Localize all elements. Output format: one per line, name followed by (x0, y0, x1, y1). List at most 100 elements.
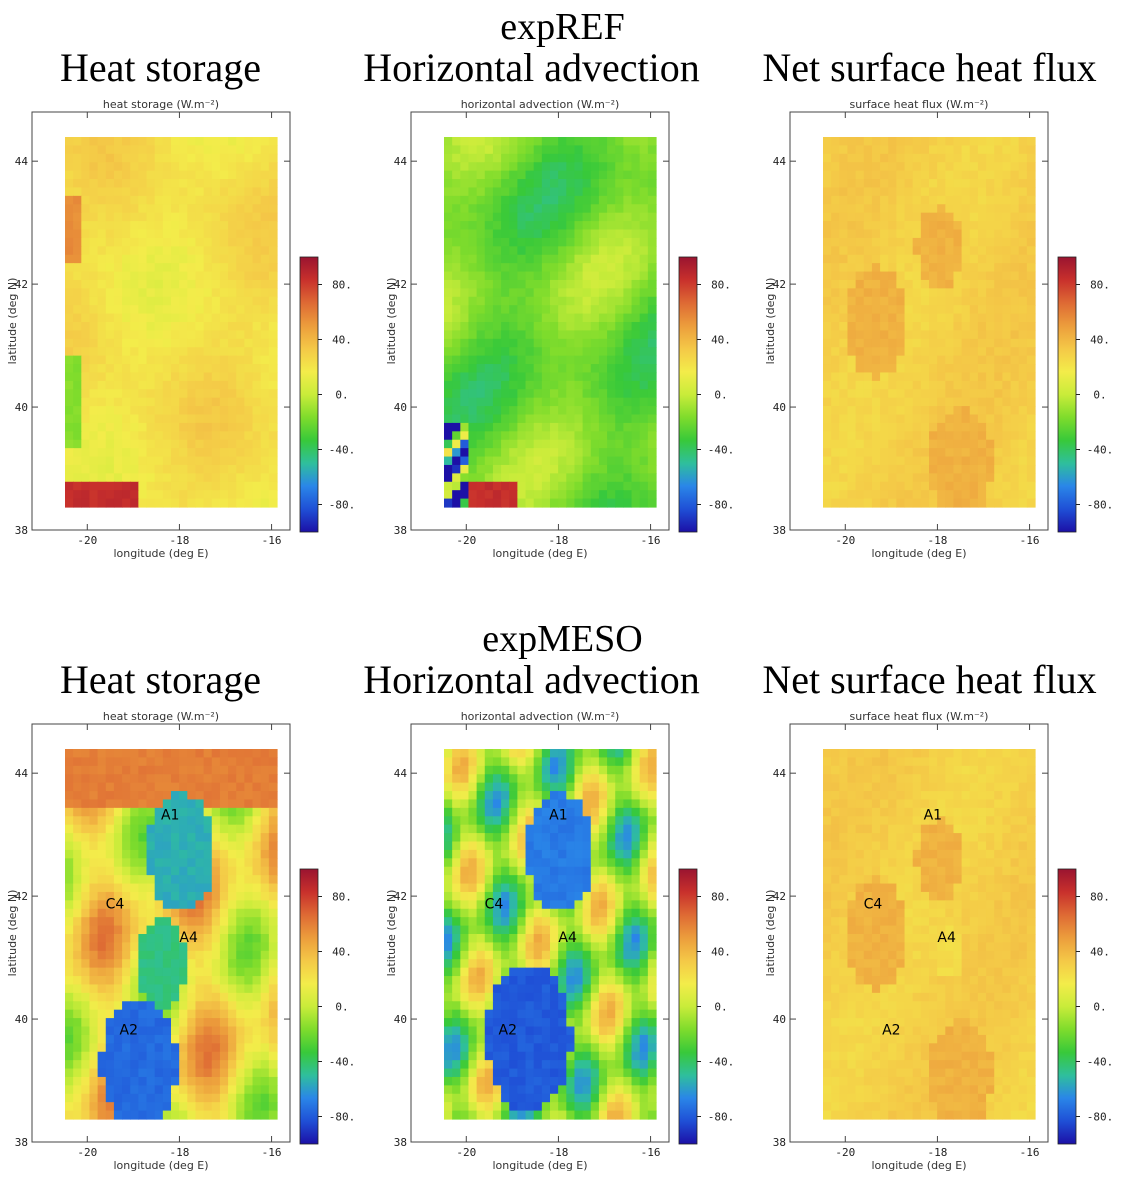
heatmap-cell (138, 976, 148, 986)
heatmap-cell (81, 1001, 91, 1011)
heatmap-cell (476, 137, 486, 147)
heatmap-cell (97, 950, 107, 960)
heatmap-cell (65, 992, 74, 1002)
heatmap-cell (509, 799, 518, 809)
heatmap-cell (929, 456, 938, 466)
heatmap-cell (574, 380, 584, 390)
heatmap-cell (244, 782, 254, 792)
heatmap-cell (171, 984, 180, 994)
heatmap-cell (550, 498, 559, 508)
heatmap-cell (146, 942, 156, 952)
heatmap-cell (179, 900, 188, 910)
heatmap-cell (236, 246, 245, 256)
heatmap-cell (994, 162, 1003, 172)
heatmap-cell (122, 749, 131, 759)
heatmap-cell (244, 1076, 254, 1086)
heatmap-cell (953, 414, 963, 424)
heatmap-cell (492, 313, 502, 323)
heatmap-cell (211, 950, 221, 960)
heatmap-cell (896, 456, 906, 466)
heatmap-cell (501, 464, 510, 474)
heatmap-cell (1026, 414, 1036, 424)
heatmap-cell (228, 473, 237, 483)
heatmap-cell (582, 422, 592, 432)
heatmap-cell (252, 389, 262, 399)
heatmap-cell (138, 1102, 148, 1112)
heatmap-cell (154, 195, 164, 205)
heatmap-cell (509, 137, 518, 147)
heatmap-cell (986, 372, 995, 382)
heatmap-cell (211, 456, 221, 466)
heatmap-cell (1002, 313, 1012, 323)
heatmap-cell (73, 849, 82, 859)
heatmap-cell (130, 305, 139, 315)
heatmap-cell (501, 170, 510, 180)
heatmap-cell (81, 774, 91, 784)
heatmap-cell (195, 473, 205, 483)
heatmap-cell (541, 749, 551, 759)
heatmap-cell (260, 389, 270, 399)
heatmap-cell (81, 782, 91, 792)
heatmap-cell (888, 406, 897, 416)
heatmap-cell (65, 498, 74, 508)
heatmap-cell (574, 271, 584, 281)
heatmap-cell (73, 170, 82, 180)
heatmap-cell (65, 422, 74, 432)
heatmap-cell (203, 749, 213, 759)
heatmap-cell (986, 162, 995, 172)
heatmap-cell (888, 204, 897, 214)
heatmap-cell (187, 925, 197, 935)
heatmap-cell (823, 448, 832, 458)
heatmap-cell (73, 237, 82, 247)
heatmap-cell (831, 481, 840, 491)
heatmap-cell (228, 1018, 237, 1028)
heatmap-cell (831, 279, 840, 289)
heatmap-cell (452, 431, 461, 441)
heatmap-cell (961, 372, 971, 382)
heatmap-cell (574, 162, 584, 172)
heatmap-cell (244, 137, 254, 147)
heatmap-cell (444, 204, 453, 214)
heatmap-cell (252, 422, 262, 432)
heatmap-cell (105, 774, 115, 784)
heatmap-cell (550, 791, 559, 801)
heatmap-cell (509, 279, 518, 289)
heatmap-cell (105, 305, 115, 315)
heatmap-cell (871, 246, 881, 256)
heatmap-cell (219, 765, 229, 775)
heatmap-cell (823, 372, 832, 382)
heatmap-cell (831, 271, 840, 281)
heatmap-cell (211, 858, 221, 868)
heatmap-cell (484, 364, 494, 374)
heatmap-cell (81, 145, 91, 155)
heatmap-cell (1018, 145, 1028, 155)
heatmap-cell (244, 422, 254, 432)
heatmap-cell (509, 305, 518, 315)
heatmap-cell (452, 322, 461, 332)
heatmap-cell (252, 959, 262, 969)
heatmap-cell (113, 757, 123, 767)
heatmap-cell (937, 305, 946, 315)
heatmap-cell (203, 1060, 213, 1070)
heatmap-cell (138, 448, 148, 458)
heatmap-cell (590, 137, 600, 147)
heatmap-cell (171, 212, 180, 222)
heatmap-cell (831, 431, 840, 441)
heatmap-cell (839, 279, 849, 289)
heatmap-cell (953, 389, 963, 399)
heatmap-cell (823, 414, 832, 424)
heatmap-cell (65, 841, 74, 851)
heatmap-cell (195, 757, 205, 767)
heatmap-cell (138, 414, 148, 424)
heatmap-cell (977, 237, 987, 247)
heatmap-cell (631, 330, 641, 340)
heatmap-cell (598, 162, 608, 172)
heatmap-cell (484, 431, 494, 441)
heatmap-cell (509, 389, 518, 399)
heatmap-cell (203, 757, 213, 767)
heatmap-cell (203, 849, 213, 859)
heatmap-cell (444, 782, 453, 792)
heatmap-cell (162, 279, 172, 289)
heatmap-cell (880, 347, 889, 357)
heatmap-cell (97, 364, 107, 374)
